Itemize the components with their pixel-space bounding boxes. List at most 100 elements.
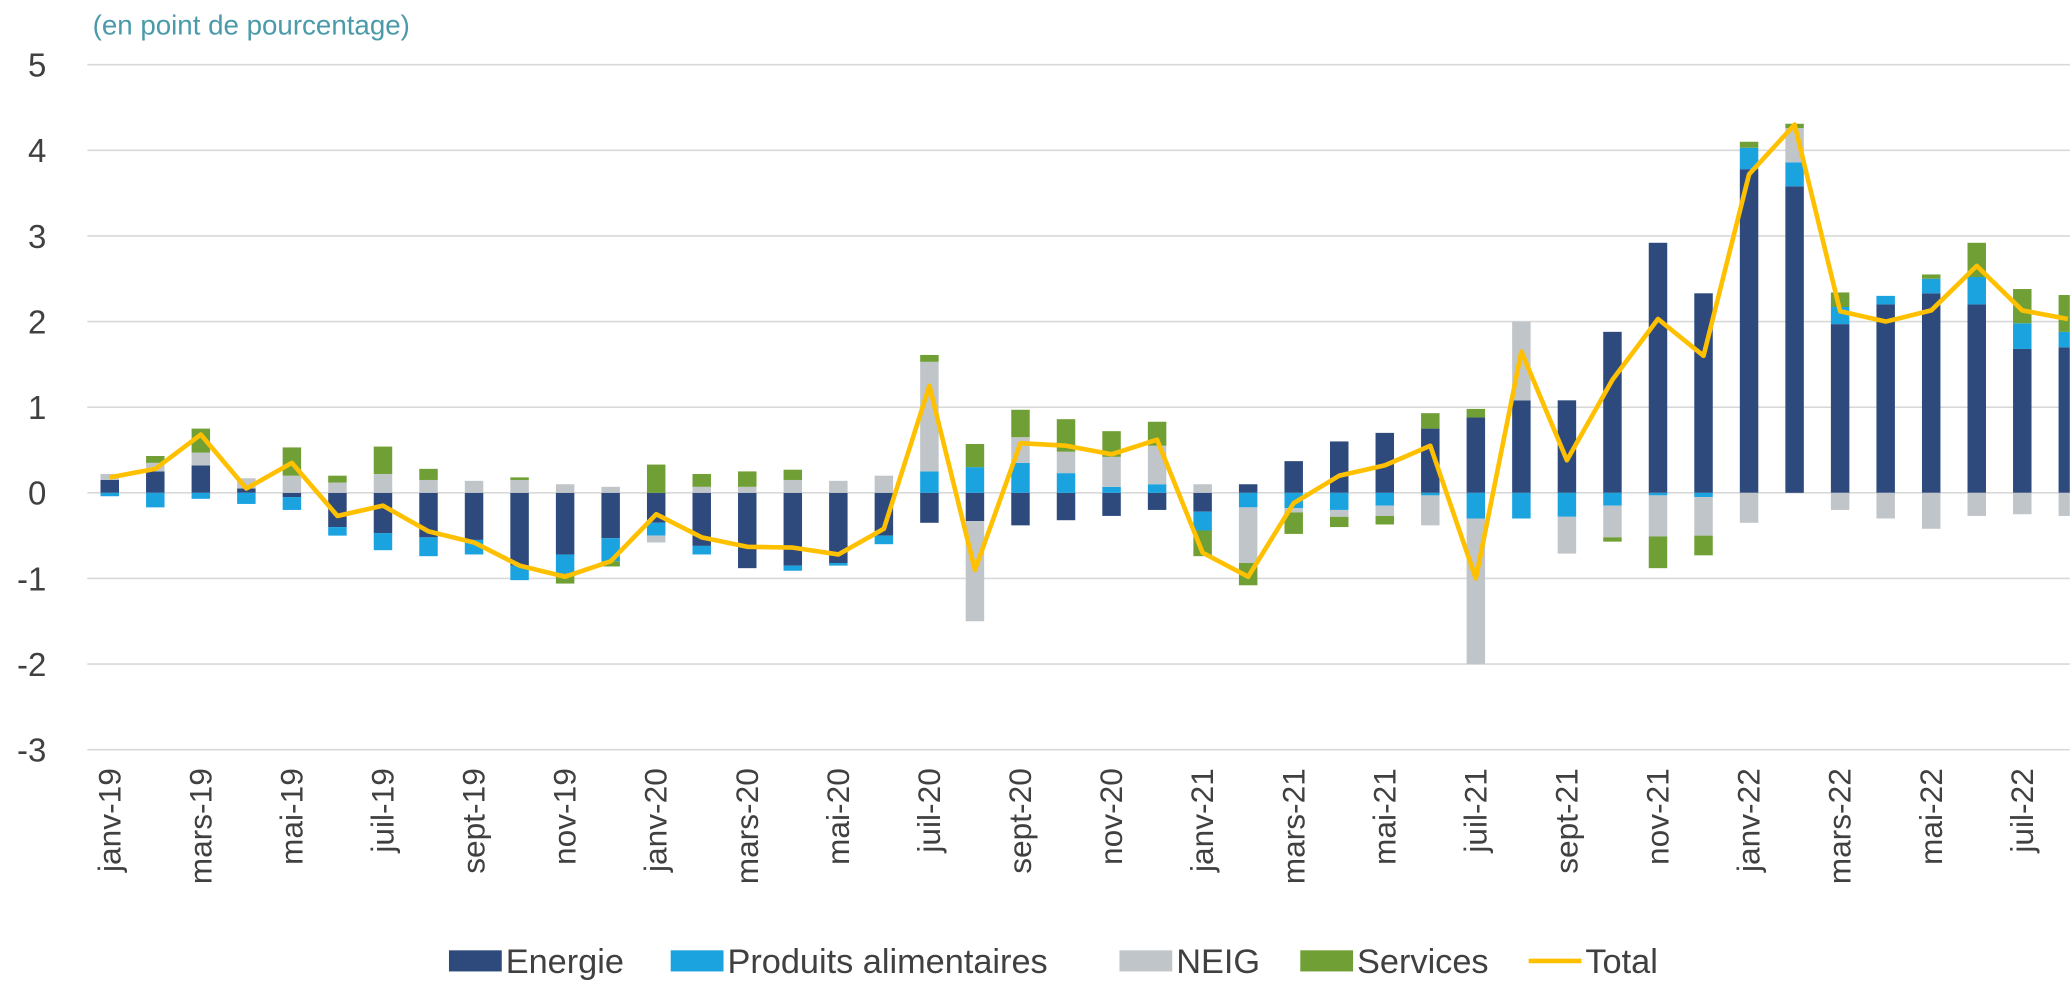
bar-segment [1421, 413, 1440, 429]
bar-segment [1694, 535, 1713, 556]
x-tick-label: janv-22 [1731, 768, 1767, 873]
bar-segment [920, 361, 939, 472]
legend-label: Energie [506, 943, 624, 981]
bar-segment [1876, 295, 1895, 305]
bar-segment [1375, 492, 1395, 506]
bar-segment [920, 492, 939, 523]
y-tick-label: 0 [28, 475, 46, 512]
y-tick-label: 4 [28, 132, 46, 169]
x-tick-label: janv-21 [1184, 768, 1220, 873]
bar-segment [874, 535, 894, 545]
bar-segment [1375, 432, 1395, 493]
bar-segment [2013, 348, 2032, 493]
bar-segment [1193, 492, 1212, 512]
bar-segment [282, 475, 302, 493]
bar-segment [920, 471, 939, 493]
bar-segment [1739, 141, 1759, 148]
x-tick-label: sept-21 [1548, 768, 1584, 874]
bar-segment [464, 480, 484, 493]
bar-segment [783, 479, 803, 493]
bar-segment [510, 477, 529, 480]
y-tick-label: 2 [28, 303, 46, 340]
bar-segment [1466, 408, 1486, 418]
bar-segment [1421, 428, 1440, 493]
bar-segment [920, 354, 939, 362]
bar-segment [328, 527, 347, 536]
bar-segment [1648, 492, 1668, 496]
bar-segment [282, 492, 302, 498]
y-tick-label: -1 [17, 560, 46, 597]
bar-segment [783, 469, 803, 480]
bar-segment [1648, 242, 1668, 493]
x-tick-label: mai-21 [1366, 768, 1402, 865]
y-tick-label: 5 [28, 47, 46, 84]
x-tick-label: nov-21 [1640, 768, 1676, 865]
bar-segment [783, 565, 803, 571]
bar-segment [1603, 537, 1622, 542]
bar-segment [419, 468, 438, 480]
bar-segment [328, 482, 347, 493]
bar-segment [191, 452, 211, 466]
bar-segment [1056, 451, 1076, 474]
bar-segment [1921, 293, 1941, 493]
bar-segment [1329, 509, 1349, 517]
bar-segment [191, 465, 211, 493]
bar-segment [738, 492, 757, 569]
bar-segment [1147, 492, 1167, 510]
y-tick-label: 1 [28, 389, 46, 426]
bar-segment [2058, 331, 2070, 348]
x-tick-label: mai-19 [273, 768, 309, 865]
bar-segment [829, 563, 848, 566]
legend-label: NEIG [1176, 943, 1260, 981]
bar-segment [1648, 495, 1668, 537]
x-tick-label: janv-20 [638, 768, 674, 873]
legend-label: Total [1585, 943, 1657, 981]
bar-segment [1147, 484, 1167, 493]
bar-segment [1329, 516, 1349, 528]
bar-segment [1421, 495, 1440, 526]
bar-segment [601, 561, 620, 567]
bar-segment [1921, 274, 1941, 279]
bar-segment [1056, 473, 1076, 493]
bar-segment [1830, 324, 1850, 493]
bar-segment [1603, 331, 1622, 493]
bar-segment [1375, 515, 1395, 525]
bar-segment [2058, 295, 2070, 332]
bar-segment [464, 492, 484, 540]
bar-segment [1739, 147, 1759, 170]
bar-segment [510, 565, 529, 581]
bar-segment [328, 475, 347, 483]
bar-segment [1329, 492, 1349, 510]
bar-segment [1967, 492, 1986, 516]
bar-segment [1193, 511, 1212, 531]
bar-segment [2013, 492, 2032, 515]
x-tick-label: juil-21 [1457, 768, 1493, 853]
bar-segment [1238, 492, 1258, 508]
bar-segment [829, 480, 848, 493]
x-tick-label: mars-21 [1275, 768, 1311, 884]
bar-segment [2058, 347, 2070, 493]
bar-segment [1967, 304, 1986, 493]
bar-segment [692, 486, 711, 493]
bar-segment [1466, 417, 1486, 493]
x-tick-label: mars-19 [182, 768, 218, 884]
bar-segment [1011, 462, 1030, 493]
bar-segment [1694, 497, 1713, 536]
bar-segment [1466, 492, 1486, 519]
bar-segment [965, 467, 985, 493]
bar-segment [2058, 492, 2070, 516]
bar-segment [2013, 323, 2032, 349]
bar-segment [1603, 505, 1622, 538]
bar-segment [1785, 186, 1804, 493]
bar-segment [1011, 409, 1030, 438]
bar-segment [783, 492, 803, 566]
bar-segment [555, 492, 575, 555]
bar-segment [692, 473, 711, 487]
bar-segment [419, 537, 438, 557]
legend-swatch [670, 950, 724, 972]
bar-segment [1193, 484, 1212, 493]
legend-label: Services [1357, 943, 1489, 981]
bar-segment [1102, 456, 1121, 487]
bar-segment [1102, 492, 1121, 516]
bar-segment [1238, 484, 1258, 493]
